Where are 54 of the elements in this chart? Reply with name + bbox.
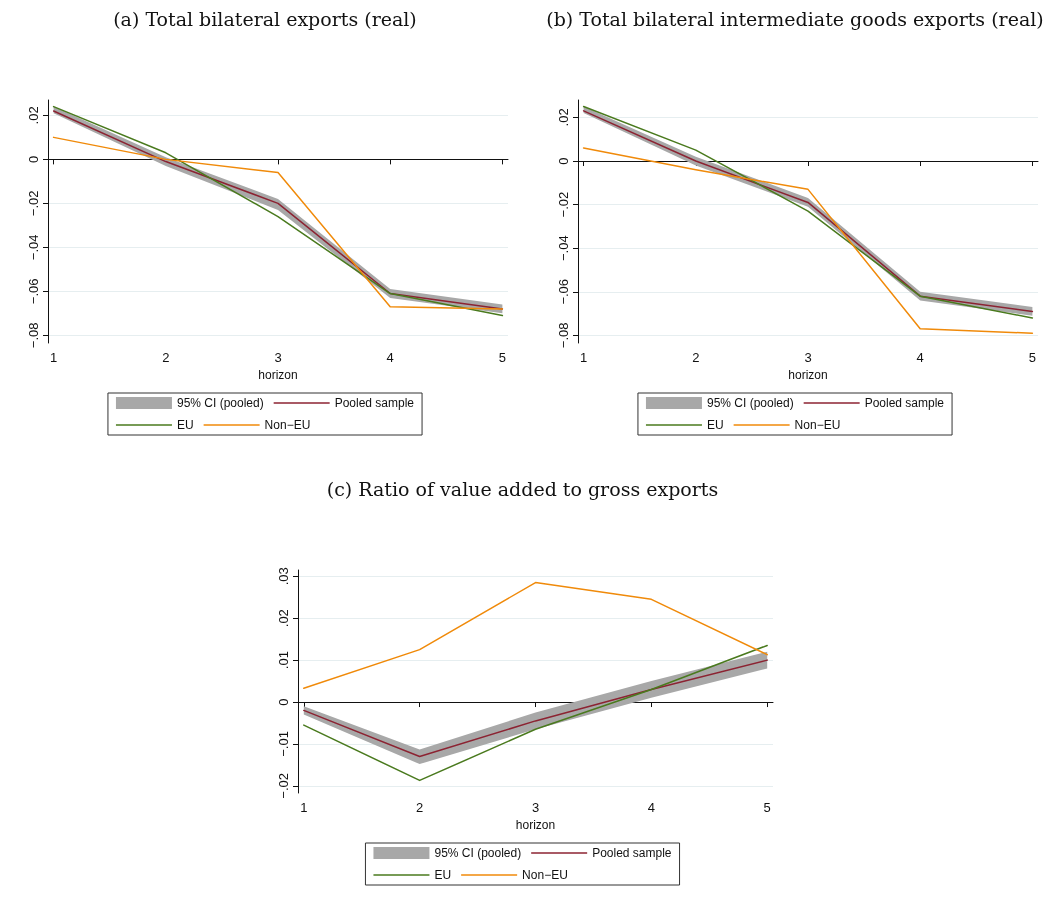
x-tick-label: 4 [386, 350, 394, 365]
line-series [303, 581, 768, 689]
x-tick-label: 3 [274, 350, 282, 365]
x-tick-label: 1 [49, 350, 58, 365]
legend-label: Pooled sample [592, 846, 672, 860]
y-tick-label: −.02 [556, 191, 571, 218]
x-tick-label: 2 [416, 800, 424, 815]
y-tick-label: −.04 [26, 234, 41, 261]
x-tick-label: 2 [162, 350, 170, 365]
x-tick-label: 5 [763, 800, 771, 815]
y-tick-label: .03 [276, 567, 291, 586]
x-tick-label: 1 [300, 800, 308, 815]
y-tick-label: −.01 [276, 731, 291, 757]
chart-title: (c) Ratio of value added to gross exports [326, 477, 719, 500]
y-tick-label: .02 [26, 106, 41, 125]
chart-title: (b) Total bilateral intermediate goods exports (real) [546, 7, 1044, 30]
x-tick-label: 5 [498, 350, 507, 365]
x-axis-title: horizon [258, 367, 298, 382]
y-tick-label: .01 [276, 651, 291, 670]
legend-label: 95% CI (pooled) [706, 396, 794, 410]
y-tick-label: −.02 [26, 190, 41, 217]
chart-title: (a) Total bilateral exports (real) [113, 7, 417, 30]
x-tick-label: 4 [916, 350, 924, 365]
legend-label: Non−EU [264, 418, 311, 432]
y-tick-label: −.06 [556, 278, 571, 305]
line-series [582, 147, 1034, 334]
x-axis-title: horizon [788, 367, 828, 382]
y-tick-label: .02 [556, 108, 571, 127]
y-tick-label: 0 [556, 157, 571, 165]
x-tick-label: 4 [647, 800, 655, 815]
y-tick-label: −.02 [276, 773, 291, 799]
x-axis-title: horizon [515, 817, 556, 832]
legend-label: EU [706, 418, 724, 432]
legend-label: Pooled sample [864, 396, 945, 410]
x-tick-label: 5 [1028, 350, 1037, 365]
legend-label: EU [434, 868, 452, 882]
legend-label: 95% CI (pooled) [176, 396, 264, 410]
y-tick-label: −.08 [26, 322, 41, 349]
legend-label: Pooled sample [334, 396, 415, 410]
y-tick-label: 0 [26, 155, 41, 163]
x-tick-label: 3 [531, 800, 540, 815]
x-tick-label: 1 [579, 350, 588, 365]
legend-label: EU [176, 418, 194, 432]
line-series [303, 644, 768, 782]
y-tick-label: −.08 [556, 322, 571, 349]
x-tick-label: 3 [804, 350, 812, 365]
x-tick-label: 2 [692, 350, 700, 365]
y-tick-label: −.06 [26, 278, 41, 305]
y-tick-label: .02 [276, 609, 291, 628]
y-tick-label: −.04 [556, 235, 571, 262]
legend-label: 95% CI (pooled) [434, 846, 522, 860]
legend-label: Non−EU [522, 868, 568, 882]
y-tick-label: 0 [276, 698, 291, 706]
legend-label: Non−EU [794, 418, 841, 432]
